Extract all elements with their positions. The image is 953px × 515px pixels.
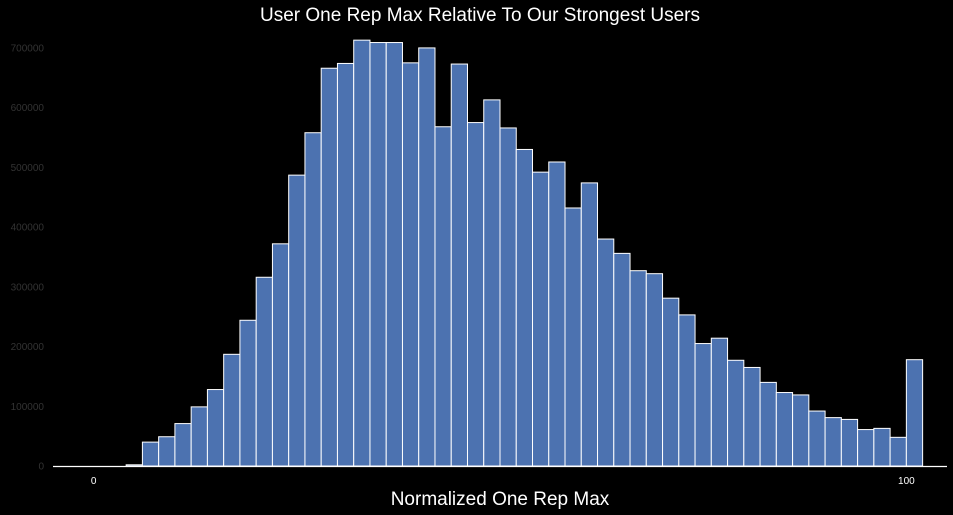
chart-title: User One Rep Max Relative To Our Stronge… [260,5,700,26]
histogram-bar [840,418,859,467]
histogram-bar [271,243,290,467]
histogram-bar [239,319,257,467]
histogram-bar [223,353,241,467]
y-tick-label: 0 [38,462,44,473]
histogram-bar [483,99,501,467]
histogram-bar [564,207,582,467]
histogram-bar [727,359,745,467]
y-tick-label: 600000 [11,103,45,114]
histogram-bar [597,238,615,467]
histogram-bar [499,127,517,467]
histogram-bar [125,464,143,467]
histogram-bar [401,62,420,467]
histogram-bar [353,39,371,467]
histogram-bar [336,62,355,467]
histogram-bar [206,389,225,467]
histogram-bar [645,273,664,467]
histogram-bar [450,63,468,467]
histogram-bar [158,436,176,467]
histogram-bar [466,122,485,467]
histogram-bar [710,337,729,467]
histogram-bar [434,126,452,467]
y-tick-label: 100000 [11,402,45,413]
histogram-bar [613,252,631,467]
histogram-bar [743,366,761,467]
histogram-bar [808,410,826,467]
x-tick-label: 0 [91,476,97,487]
y-tick-label: 500000 [11,163,45,174]
histogram-bar [548,161,566,467]
y-axis-ticks: 0 100000 200000 300000 400000 500000 600000 700… [11,43,45,472]
histogram-bar [532,171,550,467]
histogram-bar [515,148,534,467]
x-tick-label: 100 [898,476,915,487]
y-tick-label: 400000 [11,223,45,234]
histogram-bar [288,174,306,467]
histogram-bar [141,441,160,467]
histogram-bars [125,39,924,467]
histogram-bar [889,436,907,467]
histogram-bar [873,427,891,467]
histogram-bar [905,359,924,467]
histogram-bar [174,423,192,467]
histogram-bar [792,394,810,467]
histogram-bar [255,276,273,467]
histogram-bar [857,429,875,467]
histogram-bar [580,182,599,467]
histogram-bar [190,406,208,467]
histogram-bar [678,314,696,467]
histogram-bar [824,417,842,467]
histogram-bar [775,392,794,467]
histogram-bar [369,42,387,467]
y-tick-label: 300000 [11,282,45,293]
histogram-bar [759,381,777,467]
x-axis-label: Normalized One Rep Max [391,489,610,510]
histogram-bar [418,47,436,467]
histogram-bar [320,67,338,467]
y-tick-label: 200000 [11,342,45,353]
histogram-bar [385,42,403,467]
histogram-bar [694,343,712,467]
x-axis-ticks: 0 100 [91,476,915,487]
histogram-bar [629,270,647,467]
y-tick-label: 700000 [11,43,45,54]
histogram-bar [662,297,680,467]
histogram-bar [304,132,322,467]
